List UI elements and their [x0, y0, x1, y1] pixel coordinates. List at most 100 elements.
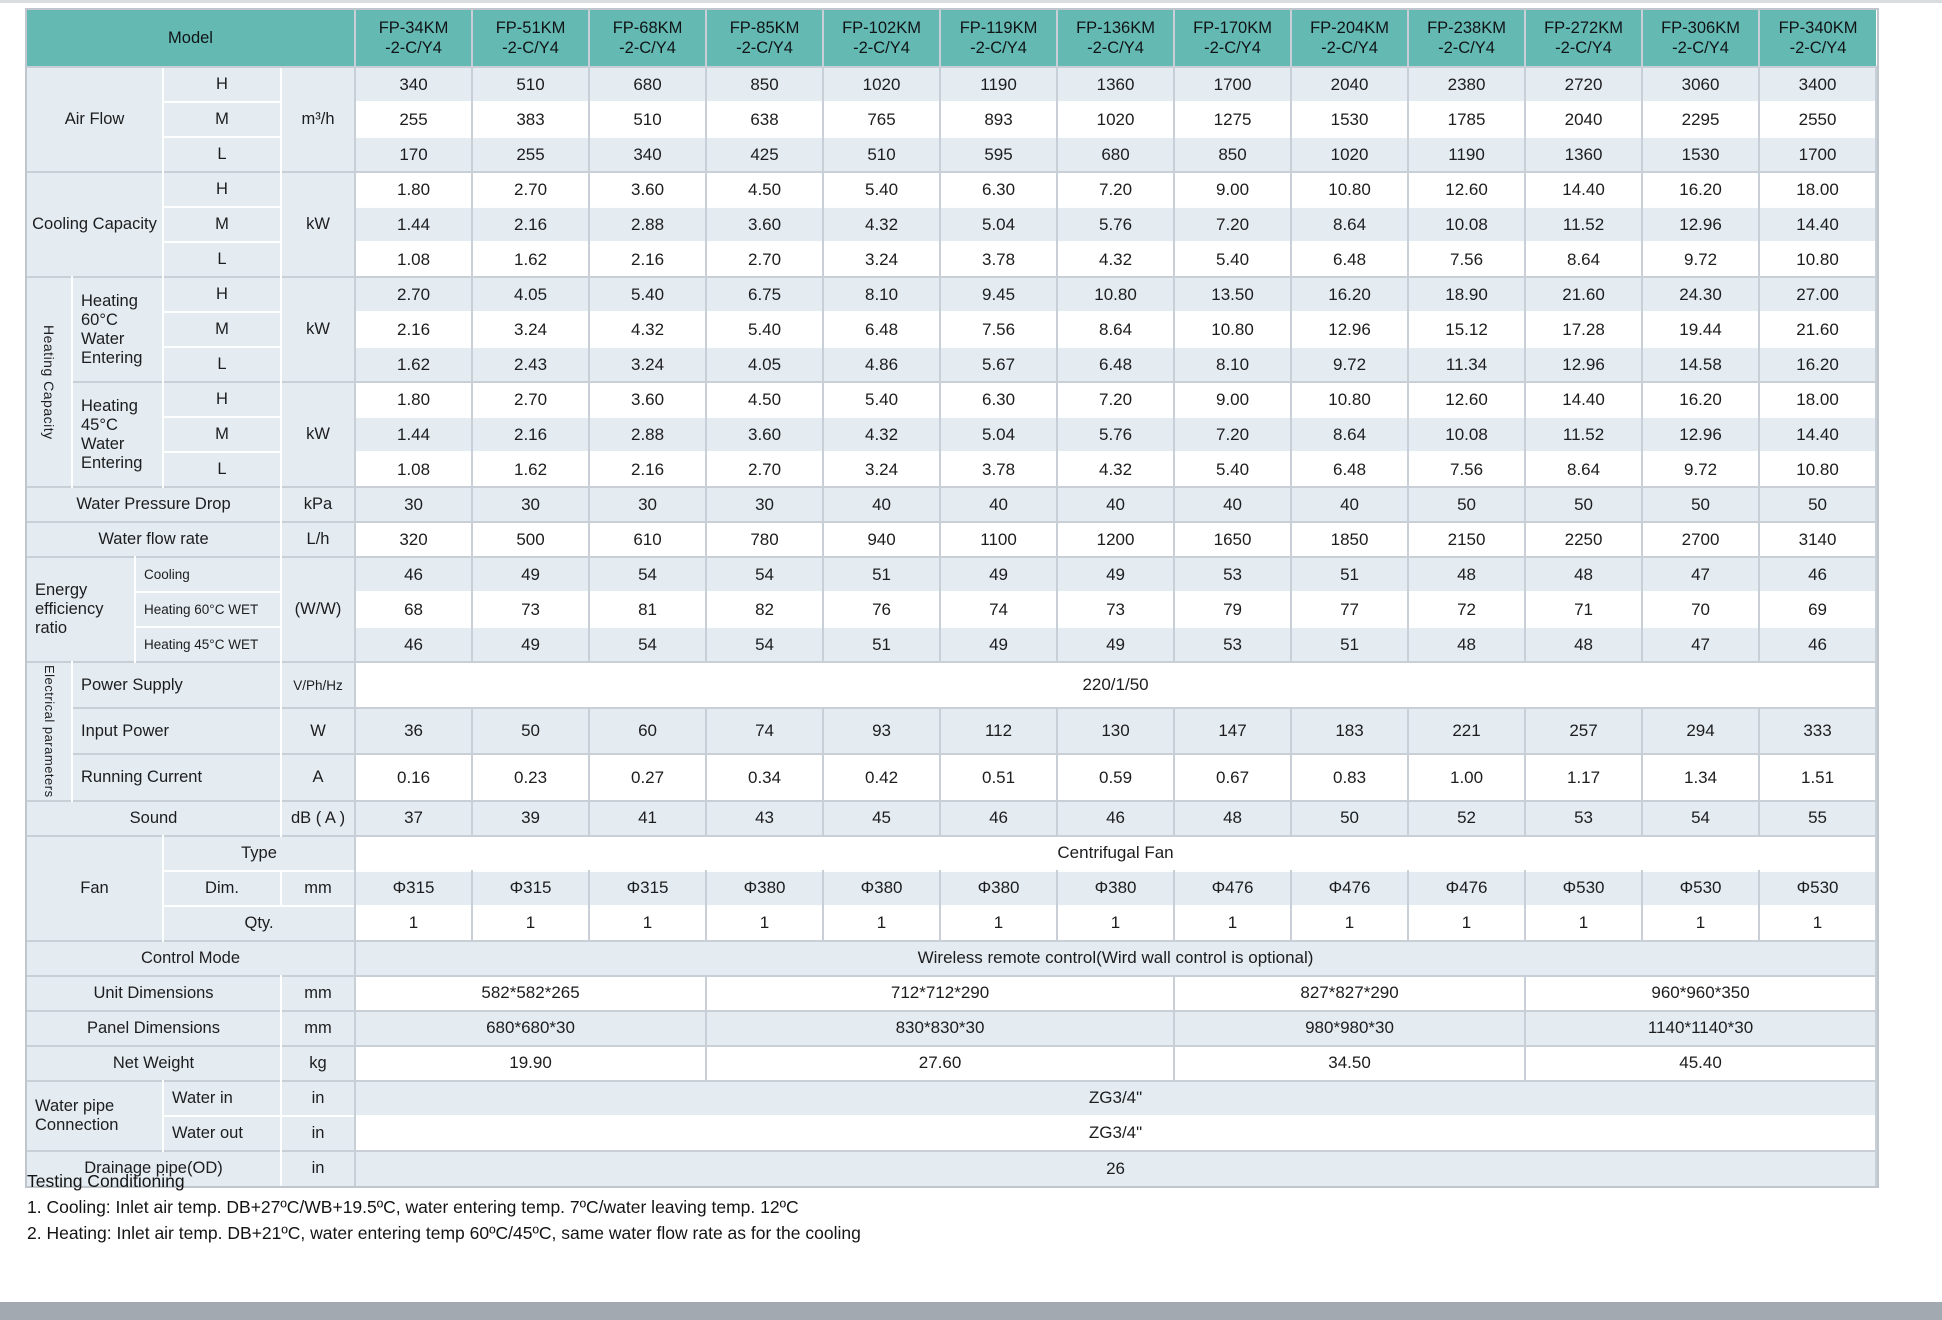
value-cell: 27.60: [706, 1044, 1176, 1081]
value-cell: 68: [355, 591, 474, 627]
value-cell: 41: [589, 799, 708, 836]
value-cell: 1650: [1174, 521, 1293, 557]
value-cell: 40: [1057, 486, 1176, 522]
value-cell: Φ476: [1291, 869, 1410, 906]
model-name: FP-272KM: [1544, 19, 1623, 37]
value-cell: 3.78: [940, 241, 1059, 277]
value-cell: Φ530: [1525, 869, 1644, 906]
value-cell: 7.20: [1174, 206, 1293, 242]
value-cell: ZG3/4": [355, 1114, 1878, 1151]
value-cell: 112: [940, 707, 1059, 755]
row-label-cell: Energy efficiency ratio: [27, 556, 136, 662]
value-cell: 18.00: [1759, 171, 1878, 207]
model-suffix: -2-C/Y4: [736, 39, 793, 57]
model-header-cell: FP-204KM -2-C/Y4: [1291, 10, 1410, 68]
value-cell: 183: [1291, 707, 1410, 755]
value-cell: Φ476: [1174, 869, 1293, 906]
value-cell: 940: [823, 521, 942, 557]
value-cell: 3.24: [823, 451, 942, 487]
value-cell: 30: [355, 486, 474, 522]
value-cell: 1.08: [355, 451, 474, 487]
value-cell: 2.70: [706, 451, 825, 487]
value-cell: 40: [1291, 486, 1410, 522]
row-label-cell: V/Ph/Hz: [281, 660, 357, 709]
value-cell: 765: [823, 101, 942, 137]
value-cell: 14.40: [1759, 416, 1878, 452]
row-label-cell: Sound: [27, 799, 282, 836]
value-cell: 46: [940, 799, 1059, 836]
value-cell: 9.45: [940, 276, 1059, 312]
value-cell: 1140*1140*30: [1525, 1009, 1878, 1046]
value-cell: 2.16: [472, 206, 591, 242]
row-label-cell: Water flow rate: [27, 521, 282, 557]
value-cell: 6.30: [940, 381, 1059, 417]
value-cell: 1360: [1525, 136, 1644, 172]
value-cell: 47: [1642, 556, 1761, 592]
row-label-cell: Heating 60°C WET: [135, 591, 282, 627]
row-label-cell: Heating Capacity: [27, 276, 73, 487]
value-cell: 8.64: [1291, 416, 1410, 452]
model-suffix: -2-C/Y4: [1087, 39, 1144, 57]
value-cell: 1200: [1057, 521, 1176, 557]
table-row: L 170 255 340 425 510 595 680 850 1020 1190 1360 153…: [27, 136, 1878, 172]
row-label-cell: M: [163, 101, 282, 137]
model-name: FP-85KM: [729, 19, 800, 37]
value-cell: 71: [1525, 591, 1644, 627]
model-suffix: -2-C/Y4: [1204, 39, 1261, 57]
value-cell: 45.40: [1525, 1044, 1878, 1081]
unit-cell: m³/h: [281, 66, 357, 172]
value-cell: 850: [1174, 136, 1293, 172]
value-cell: 4.32: [823, 206, 942, 242]
unit-cell: A: [281, 753, 357, 801]
value-cell: 76: [823, 591, 942, 627]
row-label-cell: H: [163, 66, 282, 102]
value-cell: 12.96: [1291, 311, 1410, 347]
unit-cell: Qty.: [163, 904, 357, 941]
value-cell: 221: [1408, 707, 1527, 755]
model-suffix: -2-C/Y4: [1321, 39, 1378, 57]
value-cell: 13.50: [1174, 276, 1293, 312]
value-cell: 2.70: [355, 276, 474, 312]
value-cell: 49: [472, 626, 591, 662]
value-cell: 510: [589, 101, 708, 137]
table-row: Input Power W 36 50 60 74 93 112 130 147 183 221 257…: [27, 707, 1878, 755]
model-name: FP-68KM: [612, 19, 683, 37]
unit-cell: kW: [281, 276, 357, 382]
value-cell: 40: [940, 486, 1059, 522]
value-cell: 2.16: [589, 241, 708, 277]
row-label-cell: L: [163, 346, 282, 382]
table-row: Energy efficiency ratio Cooling (W/W) 46 49 5…: [27, 556, 1878, 662]
value-cell: 49: [472, 556, 591, 592]
value-cell: 1360: [1057, 66, 1176, 102]
table-row: Water Pressure Drop kPa 30 30 30 30 40 40 40 40 40…: [27, 486, 1878, 522]
unit-cell: mm: [281, 974, 357, 1011]
model-header-cell: FP-170KM -2-C/Y4: [1174, 10, 1293, 68]
value-cell: 74: [706, 707, 825, 755]
value-cell: 27.00: [1759, 276, 1878, 312]
value-cell: 147: [1174, 707, 1293, 755]
value-cell: 8.64: [1525, 241, 1644, 277]
row-label-cell: Fan: [27, 834, 164, 941]
value-cell: 4.05: [706, 346, 825, 382]
value-cell: 2295: [1642, 101, 1761, 137]
unit-cell: kg: [281, 1044, 357, 1081]
value-cell: 48: [1408, 626, 1527, 662]
value-cell: 40: [1174, 486, 1293, 522]
value-cell: 638: [706, 101, 825, 137]
value-cell: ZG3/4": [355, 1079, 1878, 1116]
row-label-cell: Input Power: [72, 707, 282, 755]
value-cell: 0.51: [940, 753, 1059, 801]
value-cell: 1.34: [1642, 753, 1761, 801]
model-suffix: -2-C/Y4: [619, 39, 676, 57]
value-cell: 51: [1291, 626, 1410, 662]
value-cell: 46: [355, 556, 474, 592]
value-cell: 72: [1408, 591, 1527, 627]
value-cell: 11.34: [1408, 346, 1527, 382]
value-cell: 1.08: [355, 241, 474, 277]
value-cell: 40: [823, 486, 942, 522]
value-cell: 60: [589, 707, 708, 755]
value-cell: 19.44: [1642, 311, 1761, 347]
model-header-cell: FP-34KM -2-C/Y4: [355, 10, 474, 68]
value-cell: 3.60: [706, 416, 825, 452]
model-suffix: -2-C/Y4: [1438, 39, 1495, 57]
